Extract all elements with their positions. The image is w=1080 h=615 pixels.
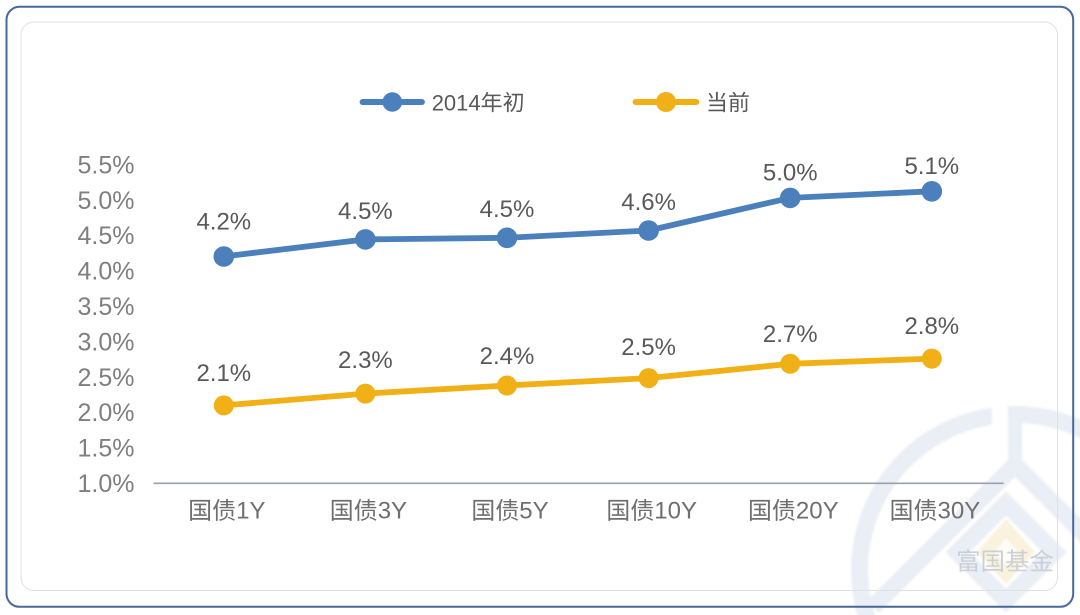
svg-text:4.6%: 4.6% [621,189,676,216]
svg-text:1.5%: 1.5% [78,435,135,463]
svg-text:5.1%: 5.1% [904,153,959,180]
svg-text:2014: 2014 [432,90,481,115]
svg-text:3Y: 3Y [378,498,407,525]
svg-text:4.5%: 4.5% [480,196,535,223]
svg-text:5.0%: 5.0% [78,187,135,215]
svg-text:20Y: 20Y [796,498,839,525]
svg-text:2.4%: 2.4% [480,343,535,370]
svg-text:5.0%: 5.0% [763,160,818,187]
svg-text:3.5%: 3.5% [78,293,135,321]
svg-text:30Y: 30Y [938,498,981,525]
svg-text:5Y: 5Y [519,498,548,525]
svg-text:3.0%: 3.0% [78,328,135,356]
svg-text:4.5%: 4.5% [78,222,135,250]
svg-text:2.5%: 2.5% [621,334,676,361]
svg-text:5.5%: 5.5% [78,151,135,179]
svg-text:2.0%: 2.0% [78,399,135,427]
svg-text:1Y: 1Y [236,498,265,525]
svg-text:10Y: 10Y [654,498,697,525]
svg-text:4.0%: 4.0% [78,258,135,286]
svg-text:2.8%: 2.8% [904,313,959,340]
svg-text:2.7%: 2.7% [763,321,818,348]
svg-text:2.3%: 2.3% [338,347,393,374]
svg-text:4.2%: 4.2% [196,208,251,235]
svg-text:2.5%: 2.5% [78,364,135,392]
svg-text:4.5%: 4.5% [338,198,393,225]
svg-text:2.1%: 2.1% [196,360,251,387]
svg-text:1.0%: 1.0% [78,470,135,498]
